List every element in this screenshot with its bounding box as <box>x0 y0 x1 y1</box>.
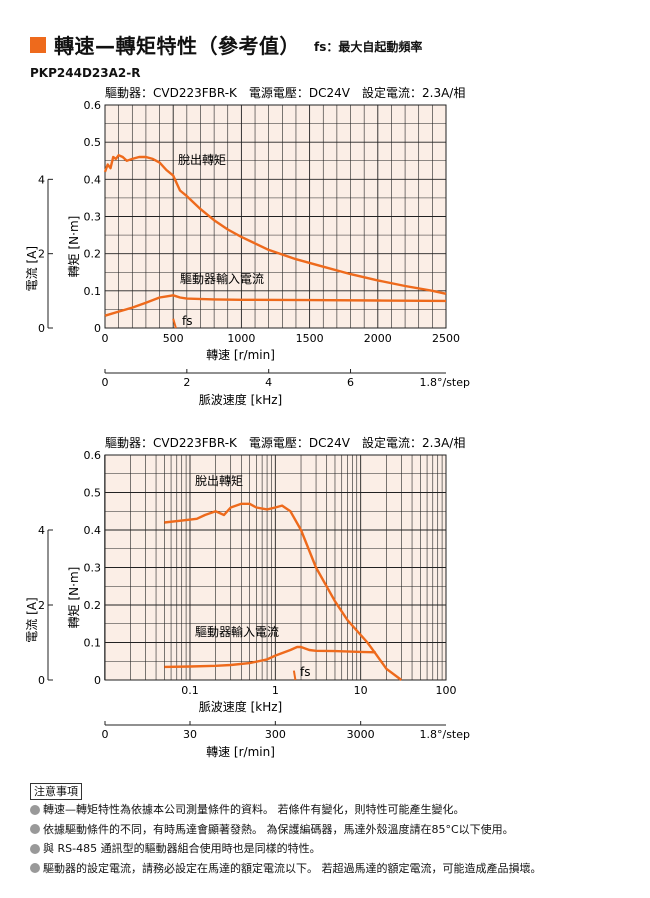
x-axis-label: 脈波速度 [kHz] <box>199 699 282 714</box>
x-tick-label: 1 <box>272 684 279 697</box>
x2-tick-label: 3000 <box>347 728 375 741</box>
bullet-icon <box>30 804 40 815</box>
page-title: 轉速—轉矩特性（參考值） <box>54 34 300 58</box>
x-tick-label: 100 <box>436 684 457 697</box>
x2-unit-note: 1.8°/step <box>420 728 471 741</box>
chart-log: 驅動器：CVD223FBR-K 電源電壓：DC24V 設定電流：2.3A/相 0 0… <box>25 435 471 759</box>
note-item: 依據驅動條件的不同，有時馬達會顯著發熱。 為保護編碼器，馬達外殼溫度請在85°C… <box>30 820 542 840</box>
title-bar: 轉速—轉矩特性（參考值） fs：最大自起動頻率 <box>30 30 422 59</box>
x-tick-label: 2000 <box>364 332 392 345</box>
y-tick-label: 0.2 <box>84 248 102 261</box>
x2-tick-label: 0 <box>102 728 109 741</box>
series-line-1 <box>104 294 447 317</box>
x-tick-label: 10 <box>354 684 368 697</box>
x2-tick-label: 300 <box>265 728 286 741</box>
y-tick-label: 0.5 <box>84 136 102 149</box>
series-line-2 <box>292 670 297 681</box>
y-tick-label: 0.3 <box>84 562 102 575</box>
x2-axis-label: 脈波速度 [kHz] <box>199 392 282 407</box>
x2-tick-label: 2 <box>183 376 190 389</box>
series-line-0 <box>103 153 447 295</box>
y2-axis-label: 電流 [A] <box>25 246 39 291</box>
title-note: fs：最大自起動頻率 <box>314 40 423 54</box>
x-tick-label: 0 <box>102 332 109 345</box>
notes-list: 轉速—轉矩特性為依據本公司測量條件的資料。 若條件有變化，則特性可能產生變化。 … <box>30 800 542 878</box>
series-annotation: 驅動器輸入電流 <box>195 624 279 639</box>
series-line-2 <box>172 318 177 329</box>
y2-tick-label: 4 <box>38 524 45 537</box>
model-number: PKP244D23A2-R <box>30 66 141 80</box>
x2-tick-label: 30 <box>183 728 197 741</box>
y-tick-label: 0 <box>94 674 101 687</box>
y-axis-label: 轉矩 [N·m] <box>67 216 81 278</box>
chart-linear: 驅動器：CVD223FBR-K 電源電壓：DC24V 設定電流：2.3A/相00… <box>25 85 471 407</box>
series-annotation: 驅動器輸入電流 <box>180 271 264 286</box>
series-annotation: fs <box>300 665 310 679</box>
note-item: 與 RS-485 通訊型的驅動器組合使用時也是同樣的特性。 <box>30 839 542 859</box>
bullet-icon <box>30 863 40 874</box>
x-tick-label: 1000 <box>227 332 255 345</box>
y-tick-label: 0.3 <box>84 211 102 224</box>
series-line-0 <box>164 502 403 681</box>
x-axis-label: 轉速 [r/min] <box>206 348 275 362</box>
x2-tick-label: 4 <box>265 376 272 389</box>
series-annotation: fs <box>182 314 192 328</box>
y-tick-label: 0.4 <box>84 173 102 186</box>
note-item: 驅動器的設定電流，請務必設定在馬達的額定電流以下。 若超過馬達的額定電流，可能造… <box>30 859 542 879</box>
y-tick-label: 0.4 <box>84 524 102 537</box>
x2-unit-note: 1.8°/step <box>420 376 471 389</box>
x2-tick-label: 0 <box>102 376 109 389</box>
y2-tick-label: 4 <box>38 173 45 186</box>
y-tick-label: 0.5 <box>84 487 102 500</box>
x2-axis-label: 轉速 [r/min] <box>206 745 275 759</box>
y-tick-label: 0.6 <box>84 99 102 112</box>
x-tick-label: 2500 <box>432 332 460 345</box>
y2-tick-label: 0 <box>38 674 45 687</box>
x2-tick-label: 6 <box>347 376 354 389</box>
x-tick-label: 1500 <box>296 332 324 345</box>
series-annotation: 脫出轉矩 <box>178 152 226 167</box>
x-tick-label: 500 <box>163 332 184 345</box>
y-tick-label: 0.1 <box>84 637 102 650</box>
series-line-1 <box>164 645 376 669</box>
title-marker <box>30 36 46 53</box>
y-tick-label: 0.2 <box>84 599 102 612</box>
chart-conditions: 驅動器：CVD223FBR-K 電源電壓：DC24V 設定電流：2.3A/相 <box>105 435 465 450</box>
y-tick-label: 0.1 <box>84 285 102 298</box>
series-annotation: 脫出轉矩 <box>195 473 243 488</box>
bullet-icon <box>30 824 40 835</box>
note-item: 轉速—轉矩特性為依據本公司測量條件的資料。 若條件有變化，則特性可能產生變化。 <box>30 800 542 820</box>
bullet-icon <box>30 843 40 854</box>
chart-conditions: 驅動器：CVD223FBR-K 電源電壓：DC24V 設定電流：2.3A/相 <box>105 85 465 100</box>
x-tick-label: 0.1 <box>181 684 199 697</box>
y-tick-label: 0.6 <box>84 449 102 462</box>
y2-axis-label: 電流 [A] <box>25 597 39 642</box>
y2-tick-label: 0 <box>38 322 45 335</box>
y-axis-label: 轉矩 [N·m] <box>67 567 81 629</box>
y-tick-label: 0 <box>94 322 101 335</box>
notes-header: 注意事項 <box>30 783 82 800</box>
y2-tick-label: 2 <box>38 599 45 612</box>
y2-tick-label: 2 <box>38 248 45 261</box>
